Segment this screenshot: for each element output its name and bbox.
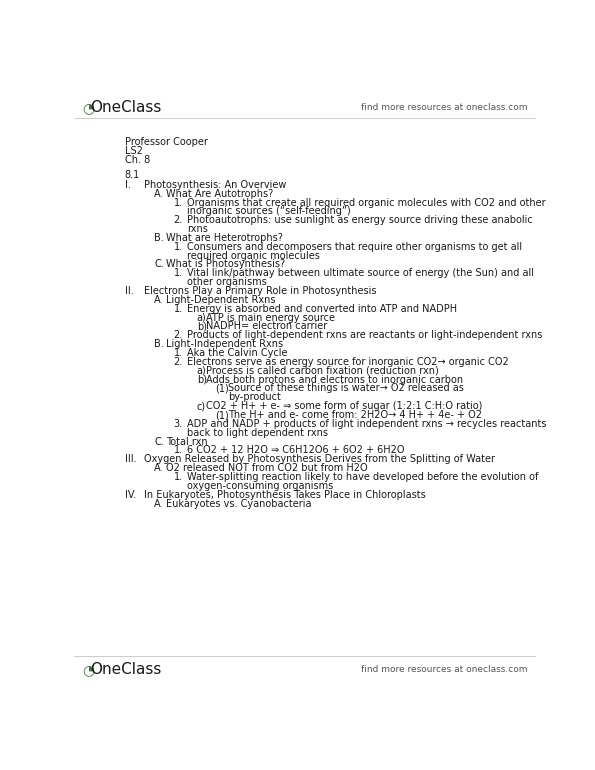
Text: A.: A. xyxy=(154,189,164,199)
Text: Energy is absorbed and converted into ATP and NADPH: Energy is absorbed and converted into AT… xyxy=(187,303,457,313)
Text: Water-splitting reaction likely to have developed before the evolution of: Water-splitting reaction likely to have … xyxy=(187,472,538,482)
Text: rxns: rxns xyxy=(187,224,208,234)
Text: required organic molecules: required organic molecules xyxy=(187,250,320,260)
Text: IV.: IV. xyxy=(125,490,136,500)
Text: 2.: 2. xyxy=(174,357,183,367)
Text: 2.: 2. xyxy=(174,330,183,340)
Text: A.: A. xyxy=(154,463,164,473)
Text: (1): (1) xyxy=(215,383,229,393)
Text: ◔: ◔ xyxy=(82,663,94,677)
Text: Vital link/pathway between ultimate source of energy (the Sun) and all: Vital link/pathway between ultimate sour… xyxy=(187,268,534,278)
Text: b): b) xyxy=(197,321,207,331)
Text: 2.: 2. xyxy=(174,215,183,225)
Text: 1.: 1. xyxy=(174,303,183,313)
Text: (1): (1) xyxy=(215,410,229,420)
Text: by-product: by-product xyxy=(228,392,281,402)
Text: 1.: 1. xyxy=(174,445,183,455)
Text: Light-Dependent Rxns: Light-Dependent Rxns xyxy=(166,295,275,305)
Text: Ch. 8: Ch. 8 xyxy=(125,155,150,165)
Text: find more resources at oneclass.com: find more resources at oneclass.com xyxy=(361,665,528,675)
Text: 8.1: 8.1 xyxy=(125,169,140,179)
Text: In Eukaryotes, Photosynthesis Takes Place in Chloroplasts: In Eukaryotes, Photosynthesis Takes Plac… xyxy=(144,490,426,500)
Text: Source of these things is water→ O2 released as: Source of these things is water→ O2 rele… xyxy=(228,383,464,393)
Text: ATP is main energy source: ATP is main energy source xyxy=(206,313,335,323)
Text: B.: B. xyxy=(154,339,164,349)
Text: Photoautotrophs: use sunlight as energy source driving these anabolic: Photoautotrophs: use sunlight as energy … xyxy=(187,215,533,225)
Text: 3.: 3. xyxy=(174,419,183,429)
Text: What Are Autotrophs?: What Are Autotrophs? xyxy=(166,189,273,199)
Text: O2 released NOT from CO2 but from H2O: O2 released NOT from CO2 but from H2O xyxy=(166,463,368,473)
Text: 1.: 1. xyxy=(174,472,183,482)
Text: 6 CO2 + 12 H2O ⇒ C6H12O6 + 6O2 + 6H2O: 6 CO2 + 12 H2O ⇒ C6H12O6 + 6O2 + 6H2O xyxy=(187,445,404,455)
Text: 1.: 1. xyxy=(174,242,183,252)
Text: II.: II. xyxy=(125,286,133,296)
Text: Process is called carbon fixation (reduction rxn): Process is called carbon fixation (reduc… xyxy=(206,366,439,376)
Text: a): a) xyxy=(197,366,206,376)
Text: 1.: 1. xyxy=(174,197,183,207)
Text: 1.: 1. xyxy=(174,268,183,278)
Text: find more resources at oneclass.com: find more resources at oneclass.com xyxy=(361,103,528,112)
Text: Electrons serve as energy source for inorganic CO2→ organic CO2: Electrons serve as energy source for ino… xyxy=(187,357,509,367)
Text: Aka the Calvin Cycle: Aka the Calvin Cycle xyxy=(187,348,287,358)
Text: The H+ and e- come from: 2H2O→ 4 H+ + 4e- + O2: The H+ and e- come from: 2H2O→ 4 H+ + 4e… xyxy=(228,410,482,420)
Text: Organisms that create all required organic molecules with CO2 and other: Organisms that create all required organ… xyxy=(187,197,546,207)
Text: NADPH= electron carrier: NADPH= electron carrier xyxy=(206,321,327,331)
Text: B.: B. xyxy=(154,233,164,243)
Text: inorganic sources (“self-feeding”): inorganic sources (“self-feeding”) xyxy=(187,206,350,216)
Text: other organisms: other organisms xyxy=(187,277,267,287)
Text: Electrons Play a Primary Role in Photosynthesis: Electrons Play a Primary Role in Photosy… xyxy=(144,286,377,296)
Text: ADP and NADP + products of light independent rxns → recycles reactants: ADP and NADP + products of light indepen… xyxy=(187,419,546,429)
Text: What is Photosynthesis?: What is Photosynthesis? xyxy=(166,259,285,270)
Text: What are Heterotrophs?: What are Heterotrophs? xyxy=(166,233,283,243)
Text: III.: III. xyxy=(125,454,136,464)
Text: C.: C. xyxy=(154,437,164,447)
Text: OneClass: OneClass xyxy=(90,662,161,678)
Text: I.: I. xyxy=(125,179,131,189)
Text: c): c) xyxy=(197,401,206,411)
Text: Light-Independent Rxns: Light-Independent Rxns xyxy=(166,339,283,349)
Text: 1.: 1. xyxy=(174,348,183,358)
Text: back to light dependent rxns: back to light dependent rxns xyxy=(187,427,328,437)
Text: Consumers and decomposers that require other organisms to get all: Consumers and decomposers that require o… xyxy=(187,242,522,252)
Text: Total rxn: Total rxn xyxy=(166,437,208,447)
Text: Adds both protons and electrons to inorganic carbon: Adds both protons and electrons to inorg… xyxy=(206,374,464,384)
Text: OneClass: OneClass xyxy=(90,100,161,116)
Text: b): b) xyxy=(197,374,207,384)
Text: a): a) xyxy=(197,313,206,323)
Text: Professor Cooper: Professor Cooper xyxy=(125,137,208,147)
Text: CO2 + H+ + e- ⇒ some form of sugar (1:2:1 C:H:O ratio): CO2 + H+ + e- ⇒ some form of sugar (1:2:… xyxy=(206,401,483,411)
Text: A.: A. xyxy=(154,499,164,508)
Text: Oxygen Released by Photosynthesis Derives from the Splitting of Water: Oxygen Released by Photosynthesis Derive… xyxy=(144,454,495,464)
Text: oxygen-consuming organisms: oxygen-consuming organisms xyxy=(187,480,333,490)
Text: ◔: ◔ xyxy=(82,101,94,115)
Text: Eukaryotes vs. Cyanobacteria: Eukaryotes vs. Cyanobacteria xyxy=(166,499,311,508)
Text: A.: A. xyxy=(154,295,164,305)
Text: Products of light-dependent rxns are reactants or light-independent rxns: Products of light-dependent rxns are rea… xyxy=(187,330,542,340)
Text: LS2: LS2 xyxy=(125,146,143,156)
Text: Photosynthesis: An Overview: Photosynthesis: An Overview xyxy=(144,179,287,189)
Text: C.: C. xyxy=(154,259,164,270)
